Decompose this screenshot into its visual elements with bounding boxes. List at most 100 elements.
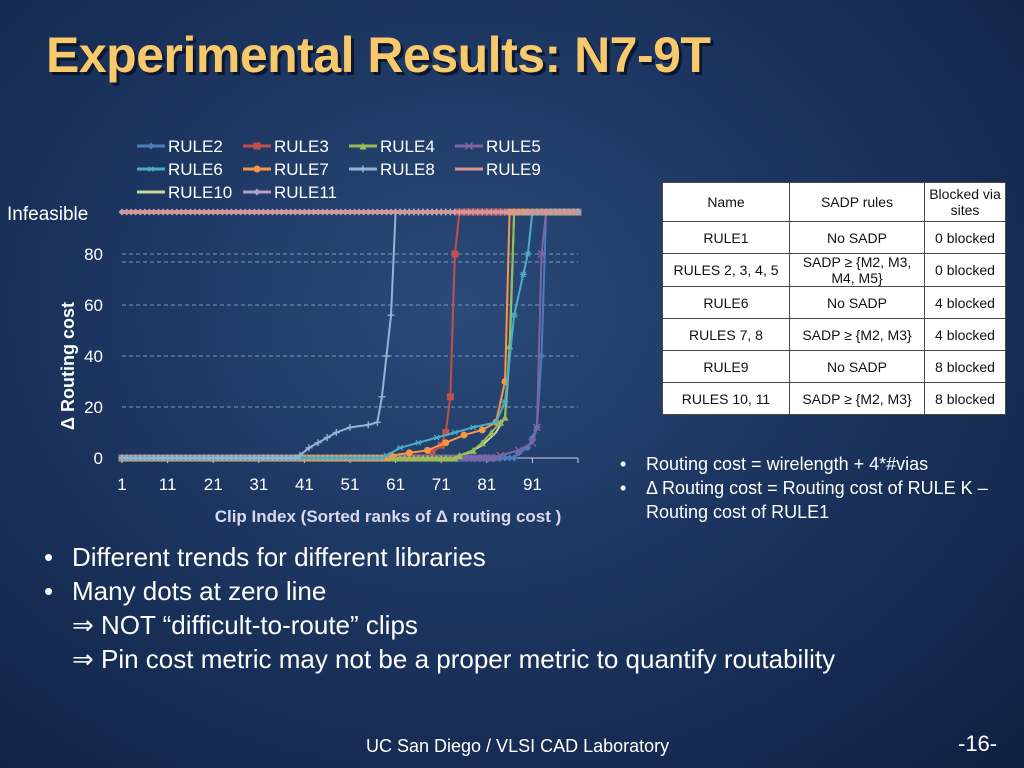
- bullet-glyph: •: [620, 454, 627, 474]
- data-point: [506, 454, 514, 462]
- data-point: [346, 423, 354, 431]
- legend-label: RULE10: [168, 183, 232, 202]
- data-point: [396, 444, 404, 451]
- data-point: [414, 439, 422, 446]
- x-tick-label: 21: [204, 475, 223, 494]
- data-point: [433, 454, 441, 462]
- data-point: [305, 444, 313, 452]
- table-row: RULE9 No SADP 8 blocked: [662, 350, 1006, 383]
- data-point: [537, 250, 546, 258]
- main-bullets: • Different trends for different librari…: [44, 540, 835, 676]
- data-point: [528, 438, 537, 447]
- x-tick-label: 1: [117, 475, 126, 494]
- x-tick-label: 81: [477, 475, 496, 494]
- y-tick-label: 60: [84, 296, 103, 315]
- table-cell: SADP ≥ {M2, M3, M4, M5}: [789, 253, 925, 287]
- data-point: [465, 142, 473, 150]
- table-cell: RULES 7, 8: [662, 318, 790, 351]
- chart-series: [118, 208, 582, 462]
- data-point: [332, 429, 340, 436]
- legend-label: RULE7: [274, 160, 329, 179]
- data-point: [401, 454, 409, 462]
- legend-label: RULE8: [380, 160, 435, 179]
- table-row: RULES 2, 3, 4, 5 SADP ≥ {M2, M3, M4, M5}…: [662, 253, 1006, 287]
- legend-label: RULE2: [168, 137, 223, 156]
- legend-item-rule11: RULE11: [243, 183, 337, 202]
- header-name: Name: [662, 182, 790, 222]
- legend-label: RULE3: [274, 137, 329, 156]
- data-point: [478, 439, 486, 447]
- bullet-text: Different trends for different libraries: [72, 542, 486, 572]
- table-cell: 8 blocked: [924, 350, 1006, 383]
- data-point: [253, 188, 261, 196]
- legend-item-rule9: RULE9: [455, 160, 541, 179]
- data-point: [455, 451, 463, 459]
- data-point: [314, 439, 322, 447]
- data-point: [364, 421, 372, 429]
- x-tick-label: 91: [523, 475, 542, 494]
- data-point: [514, 446, 523, 455]
- x-axis-title: Clip Index (Sorted ranks of Δ routing co…: [215, 507, 562, 526]
- data-point: [428, 449, 436, 457]
- data-point: [519, 271, 527, 278]
- data-point: [291, 454, 299, 462]
- infeasible-label: Infeasible: [7, 204, 88, 225]
- data-point: [492, 419, 500, 426]
- data-point: [382, 452, 390, 459]
- data-point: [253, 142, 261, 150]
- table-cell: No SADP: [789, 221, 925, 254]
- data-point: [487, 429, 495, 436]
- legend-label: RULE11: [274, 183, 337, 202]
- data-point: [442, 439, 450, 447]
- data-point: [451, 429, 459, 436]
- data-point: [378, 393, 386, 401]
- table-cell: 4 blocked: [924, 318, 1006, 351]
- page-number: -16-: [958, 731, 998, 756]
- table-cell: 8 blocked: [924, 382, 1006, 415]
- table-cell: No SADP: [789, 286, 925, 319]
- data-point: [446, 393, 454, 401]
- legend-item-rule3: RULE3: [243, 137, 329, 156]
- legend-item-rule8: RULE8: [349, 160, 435, 179]
- table-cell: RULE6: [662, 286, 790, 319]
- x-tick-label: 41: [295, 475, 314, 494]
- bullet-text: Many dots at zero line: [72, 576, 327, 606]
- legend-label: RULE5: [486, 137, 541, 156]
- table-cell: RULE9: [662, 350, 790, 383]
- note-text: Routing cost = wirelength + 4*#vias: [646, 454, 929, 474]
- data-point: [510, 454, 518, 462]
- data-point: [405, 449, 413, 457]
- legend-item-rule2: RULE2: [137, 137, 223, 156]
- table-cell: SADP ≥ {M2, M3}: [789, 318, 925, 351]
- y-tick-label: 20: [84, 398, 103, 417]
- data-point: [147, 142, 155, 150]
- note-item: • Δ Routing cost = Routing cost of RULE …: [620, 476, 1024, 524]
- table-cell: 0 blocked: [924, 253, 1006, 287]
- y-tick-label: 0: [94, 449, 103, 468]
- data-point: [424, 454, 432, 462]
- sub-bullet: ⇒ Pin cost metric may not be a proper me…: [72, 644, 836, 674]
- legend-item-rule5: RULE5: [455, 137, 541, 156]
- legend-label: RULE9: [486, 160, 541, 179]
- x-tick-label: 11: [159, 475, 177, 494]
- cost-notes: • Routing cost = wirelength + 4*#vias • …: [620, 452, 1024, 524]
- data-point: [478, 426, 486, 434]
- note-item: • Routing cost = wirelength + 4*#vias: [620, 452, 1024, 476]
- data-point: [469, 424, 477, 431]
- x-tick-label: 71: [432, 475, 451, 494]
- legend-item-rule7: RULE7: [243, 160, 329, 179]
- sub-bullet: ⇒ NOT “difficult-to-route” clips: [72, 610, 418, 640]
- table-cell: 0 blocked: [924, 221, 1006, 254]
- bullet-glyph: •: [44, 542, 54, 572]
- data-point: [451, 250, 459, 258]
- bullet-glyph: •: [44, 576, 54, 606]
- data-point: [442, 454, 450, 462]
- header-blocked-via-sites: Blocked via sites: [924, 182, 1006, 222]
- data-point: [253, 165, 261, 173]
- x-tick-label: 31: [249, 475, 268, 494]
- y-axis-title: Δ Routing cost: [58, 302, 78, 430]
- data-point: [419, 454, 427, 462]
- data-point: [532, 423, 541, 432]
